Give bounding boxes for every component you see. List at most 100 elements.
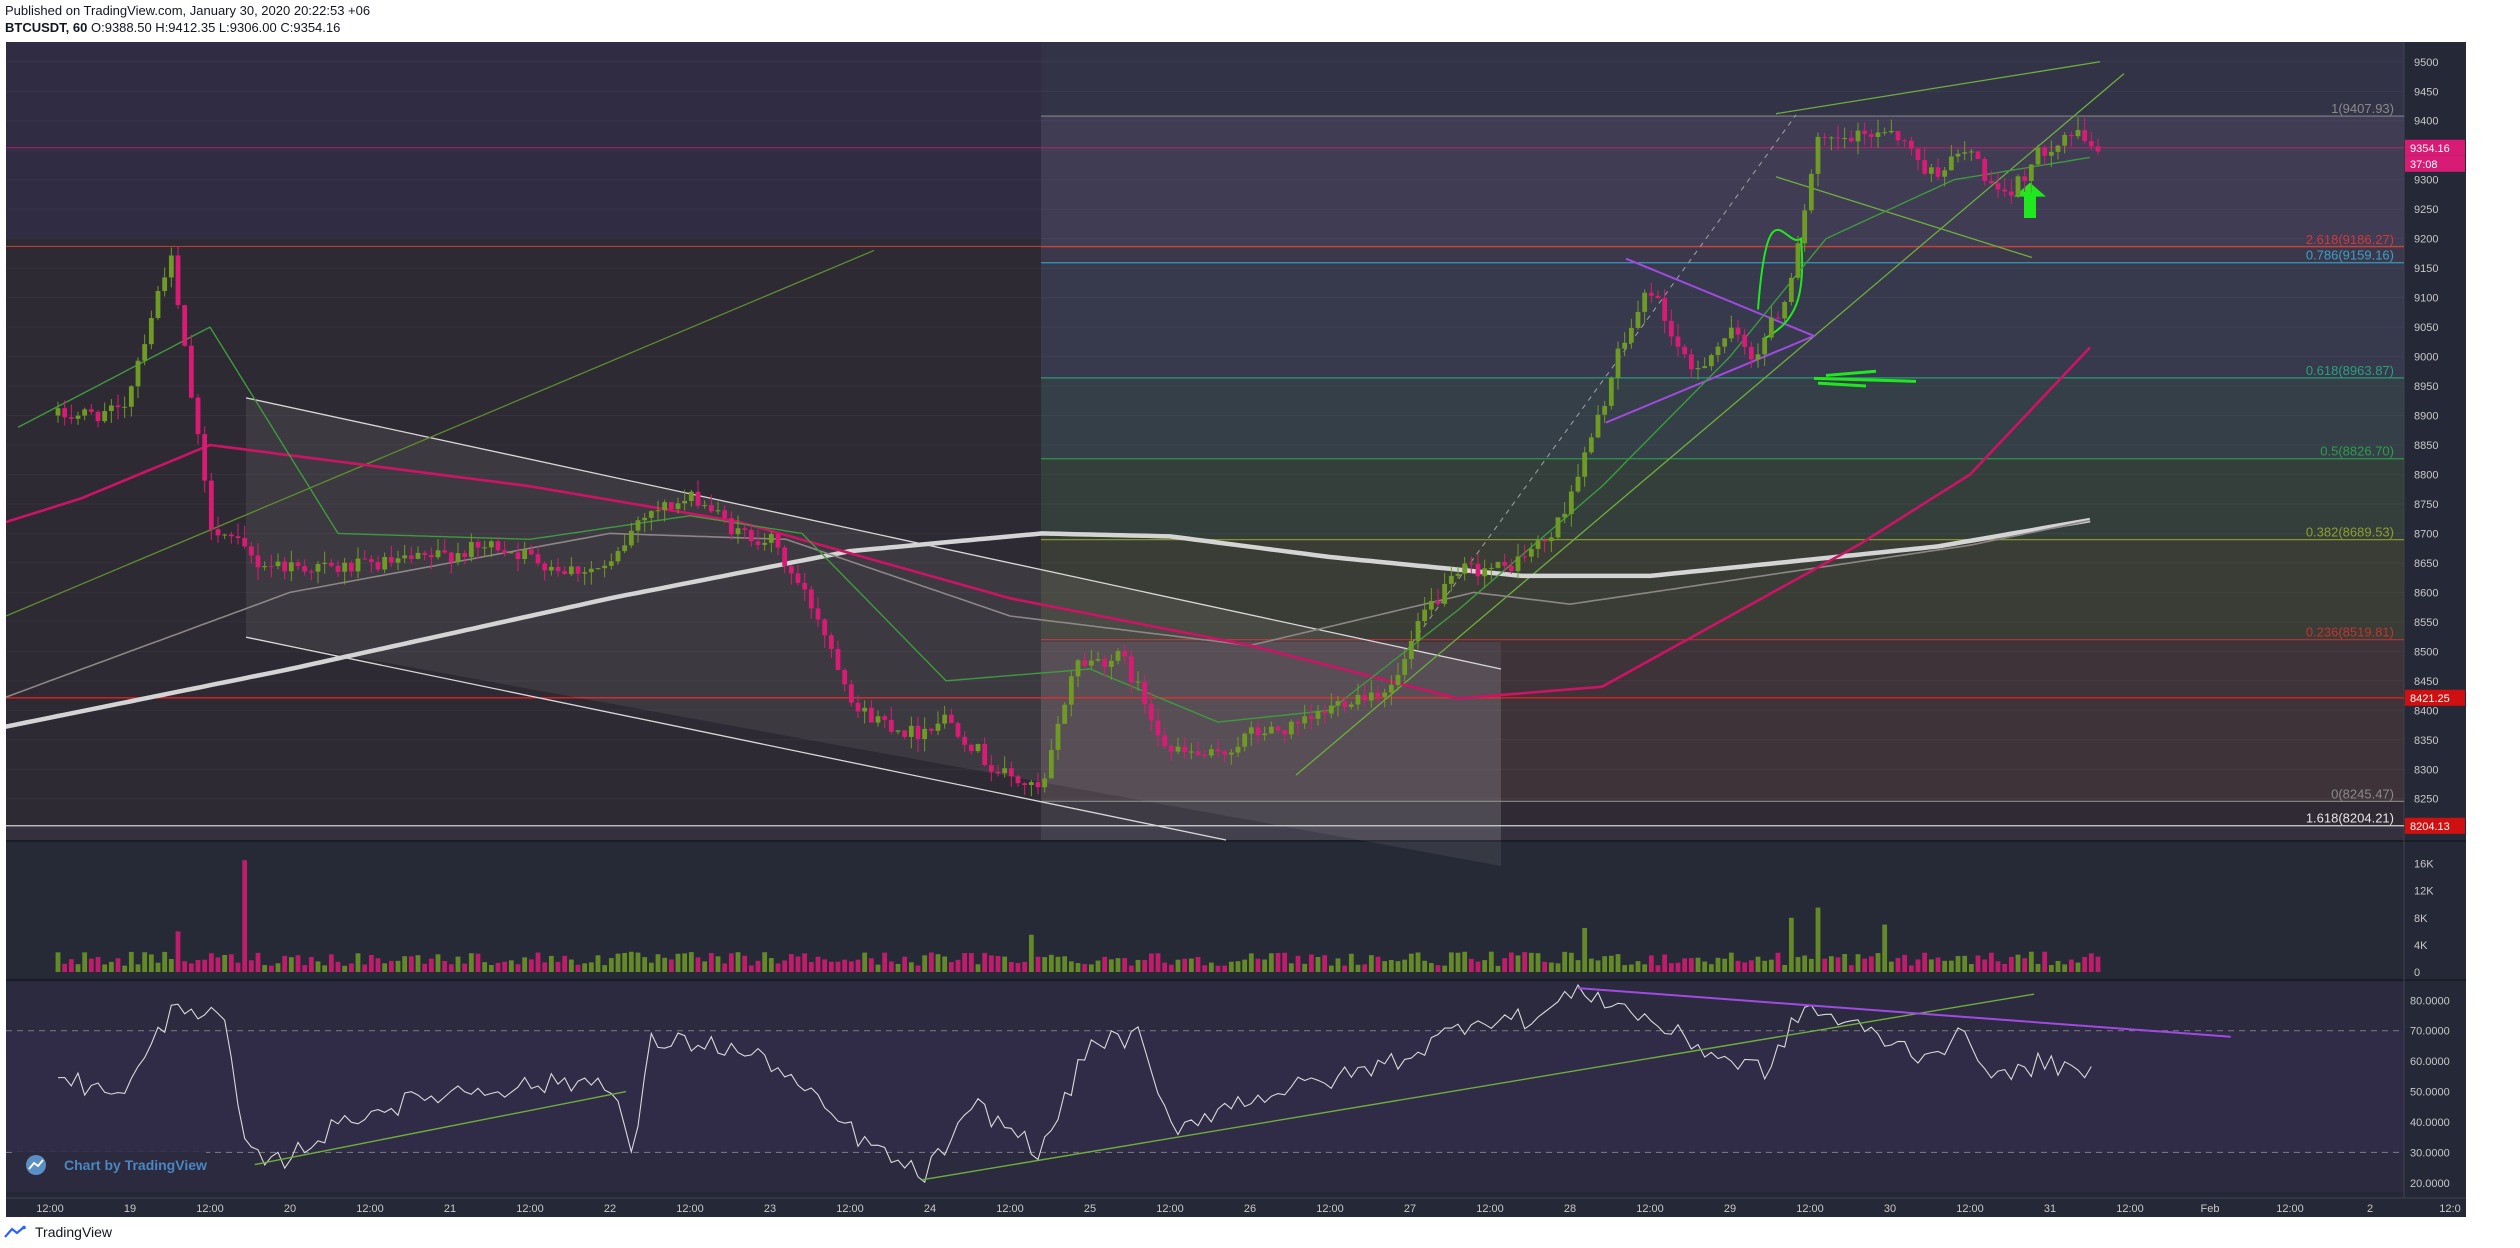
candle-body xyxy=(1788,277,1794,303)
volume-bar xyxy=(1475,961,1481,972)
candle-body xyxy=(1035,782,1041,788)
candle-body xyxy=(1668,320,1674,337)
volume-bar xyxy=(515,964,521,972)
candle-body xyxy=(395,558,401,563)
candle-body xyxy=(68,417,74,419)
volume-bar xyxy=(415,955,421,972)
volume-bar xyxy=(1568,952,1574,972)
volume-bar xyxy=(1442,965,1448,972)
rsi-axis-tick: 20.0000 xyxy=(2410,1178,2450,1190)
volume-bar xyxy=(1988,952,1994,972)
symbol-label: BTCUSDT, 60 xyxy=(5,20,88,35)
volume-bar xyxy=(1055,956,1061,972)
fib-zone-band-4 xyxy=(1041,458,2404,540)
volume-bar xyxy=(142,952,148,972)
volume-bar xyxy=(95,956,101,972)
fib-zone-band-5 xyxy=(1041,539,2404,640)
candle-body xyxy=(1555,517,1561,538)
volume-bar xyxy=(522,957,528,972)
candle-body xyxy=(1255,727,1261,736)
volume-bar xyxy=(1262,959,1268,972)
time-axis-tick: 22 xyxy=(604,1203,616,1215)
volume-bar xyxy=(848,961,854,972)
volume-bar xyxy=(1822,958,1828,972)
candle-body xyxy=(2075,130,2081,137)
candle-body xyxy=(2022,176,2028,181)
volume-bar xyxy=(1355,964,1361,972)
candle-body xyxy=(1915,148,1921,161)
volume-bar xyxy=(1835,957,1841,972)
volume-bar xyxy=(535,952,541,972)
volume-bar xyxy=(1795,957,1801,972)
volume-bar xyxy=(782,960,788,972)
candle-body xyxy=(1528,548,1534,557)
chart-svg[interactable]: 1(9407.93) 2.618(9186.27)0.786(9159.16) 0.… xyxy=(0,42,2466,1217)
time-axis-tick: 12:00 xyxy=(1636,1203,1664,1215)
volume-bar xyxy=(1402,959,1408,972)
volume-bar xyxy=(1035,956,1041,972)
chart-frame[interactable]: 1(9407.93) 2.618(9186.27) 0.786(9159.16) 0.… xyxy=(0,42,2466,1217)
volume-bar xyxy=(1948,960,1954,972)
volume-bar xyxy=(362,964,368,972)
tradingview-badge-glyph xyxy=(28,1159,44,1170)
volume-bar xyxy=(1982,959,1988,972)
fib-level-label: 0.5(8826.70) xyxy=(2320,444,2394,459)
volume-bar xyxy=(1148,953,1154,972)
volume-bar xyxy=(588,962,594,972)
volume-bar xyxy=(1735,960,1741,972)
candle-body xyxy=(748,530,754,542)
bg-region-fib-top xyxy=(1041,42,2404,117)
candle-body xyxy=(182,305,188,346)
volume-bar xyxy=(1062,956,1068,972)
volume-bar xyxy=(728,953,734,972)
volume-bar xyxy=(1968,964,1974,972)
candle-body xyxy=(1202,754,1208,756)
candle-body xyxy=(1102,659,1108,667)
volume-bar xyxy=(822,959,828,972)
candle-body xyxy=(1862,130,1868,135)
candle-body xyxy=(1515,556,1521,572)
candle-body xyxy=(542,563,548,571)
price-axis-tick: 9100 xyxy=(2414,293,2438,305)
volume-bar xyxy=(915,965,921,972)
time-axis-tick: 19 xyxy=(124,1203,136,1215)
candle-body xyxy=(295,562,301,567)
volume-bar xyxy=(68,959,74,972)
candle-body xyxy=(828,635,834,649)
candle-body xyxy=(675,503,681,509)
price-axis-tick: 9300 xyxy=(2414,175,2438,187)
candle-body xyxy=(1748,346,1754,360)
time-axis-tick: 24 xyxy=(924,1203,936,1215)
fib-level-label: 1(9407.93) xyxy=(2331,101,2394,116)
trendline-long-green xyxy=(5,249,875,617)
volume-bar xyxy=(855,959,861,972)
volume-bar xyxy=(328,954,334,972)
volume-bar xyxy=(1882,924,1888,972)
volume-bar xyxy=(282,955,288,972)
volume-bar xyxy=(1648,955,1654,972)
candle-body xyxy=(195,397,201,435)
volume-bar xyxy=(702,961,708,972)
volume-bar xyxy=(368,954,374,972)
volume-bar xyxy=(1235,961,1241,972)
volume-axis-tick: 0 xyxy=(2414,967,2420,979)
volume-bar xyxy=(102,964,108,972)
volume-bar xyxy=(735,952,741,972)
rsi-line xyxy=(57,983,2092,1184)
volume-bar xyxy=(622,952,628,972)
candle-body xyxy=(1248,727,1254,734)
volume-bar xyxy=(955,959,961,972)
candle-body xyxy=(1688,354,1694,370)
candle-body xyxy=(1122,650,1128,657)
last-price-tag-bg xyxy=(2405,139,2465,156)
candle-body xyxy=(1235,746,1241,753)
price-axis-tick: 8500 xyxy=(2414,646,2438,658)
price-axis-tick: 8750 xyxy=(2414,499,2438,511)
candle-body xyxy=(942,714,948,724)
volume-bar xyxy=(1508,952,1514,972)
candle-body xyxy=(1228,752,1234,755)
volume-bar xyxy=(668,959,674,972)
candle-body xyxy=(608,561,614,566)
fib-zone-band-0 xyxy=(1041,116,2404,247)
candle-body xyxy=(1362,694,1368,701)
